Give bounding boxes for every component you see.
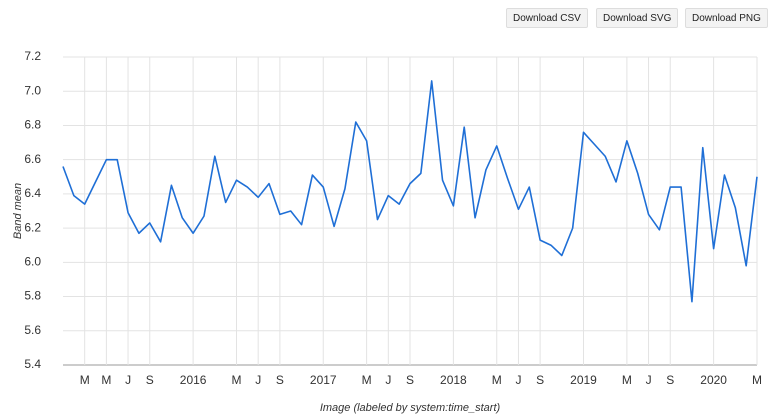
x-tick-label: J bbox=[125, 373, 131, 387]
y-tick-label: 6.6 bbox=[24, 152, 41, 166]
x-tick-label: M bbox=[80, 373, 90, 387]
y-axis-label: Band mean bbox=[12, 183, 24, 239]
download-csv-button[interactable]: Download CSV bbox=[506, 8, 588, 28]
x-tick-label: J bbox=[646, 373, 652, 387]
x-tick-label: M bbox=[232, 373, 242, 387]
x-tick-label: S bbox=[146, 373, 154, 387]
data-line bbox=[62, 80, 758, 303]
y-tick-label: 6.2 bbox=[24, 220, 41, 234]
download-svg-button[interactable]: Download SVG bbox=[596, 8, 679, 28]
x-tick-label: M bbox=[362, 373, 372, 387]
x-tick-label: 2016 bbox=[180, 373, 207, 387]
y-tick-label: 7.0 bbox=[24, 83, 41, 97]
download-png-button[interactable]: Download PNG bbox=[685, 8, 768, 28]
y-tick-label: 6.8 bbox=[24, 118, 41, 132]
x-tick-label: 2020 bbox=[700, 373, 727, 387]
y-tick-label: 7.2 bbox=[24, 49, 41, 63]
x-tick-label: M bbox=[492, 373, 502, 387]
x-axis-label: Image (labeled by system:time_start) bbox=[320, 402, 501, 414]
x-tick-label: S bbox=[536, 373, 544, 387]
x-tick-label: J bbox=[515, 373, 521, 387]
y-tick-label: 5.6 bbox=[24, 323, 41, 337]
x-tick-label: M bbox=[101, 373, 111, 387]
x-tick-label: M bbox=[752, 373, 762, 387]
x-tick-label: M bbox=[622, 373, 632, 387]
y-tick-label: 6.4 bbox=[24, 186, 41, 200]
x-tick-label: 2019 bbox=[570, 373, 597, 387]
x-tick-label: J bbox=[385, 373, 391, 387]
y-tick-label: 5.4 bbox=[24, 357, 41, 371]
y-tick-label: 6.0 bbox=[24, 255, 41, 269]
x-tick-label: S bbox=[406, 373, 414, 387]
y-tick-label: 5.8 bbox=[24, 289, 41, 303]
x-tick-label: J bbox=[255, 373, 261, 387]
x-tick-label: 2017 bbox=[310, 373, 337, 387]
x-tick-label: S bbox=[276, 373, 284, 387]
x-tick-label: 2018 bbox=[440, 373, 467, 387]
x-tick-label: S bbox=[666, 373, 674, 387]
